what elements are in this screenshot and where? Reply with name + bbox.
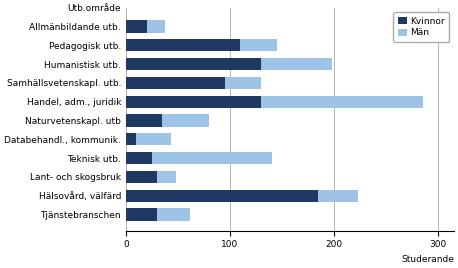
Bar (240, 39, 277, 51)
Bar (157, 171, 176, 183)
Bar (126, 96, 261, 108)
Bar (126, 114, 162, 126)
Bar (126, 39, 240, 51)
Bar (152, 152, 272, 164)
Bar (157, 208, 191, 221)
Bar (126, 189, 318, 202)
Legend: Kvinnor, Män: Kvinnor, Män (393, 12, 449, 42)
Bar (261, 96, 423, 108)
X-axis label: Studerande: Studerande (401, 255, 454, 264)
Bar (126, 133, 136, 145)
Bar (126, 20, 147, 33)
Bar (318, 189, 358, 202)
Bar (162, 114, 209, 126)
Bar (126, 152, 152, 164)
Bar (225, 77, 261, 89)
Bar (261, 58, 332, 70)
Bar (126, 171, 157, 183)
Bar (126, 58, 261, 70)
Bar (147, 20, 165, 33)
Bar (126, 77, 225, 89)
Bar (126, 208, 157, 221)
Bar (136, 133, 171, 145)
